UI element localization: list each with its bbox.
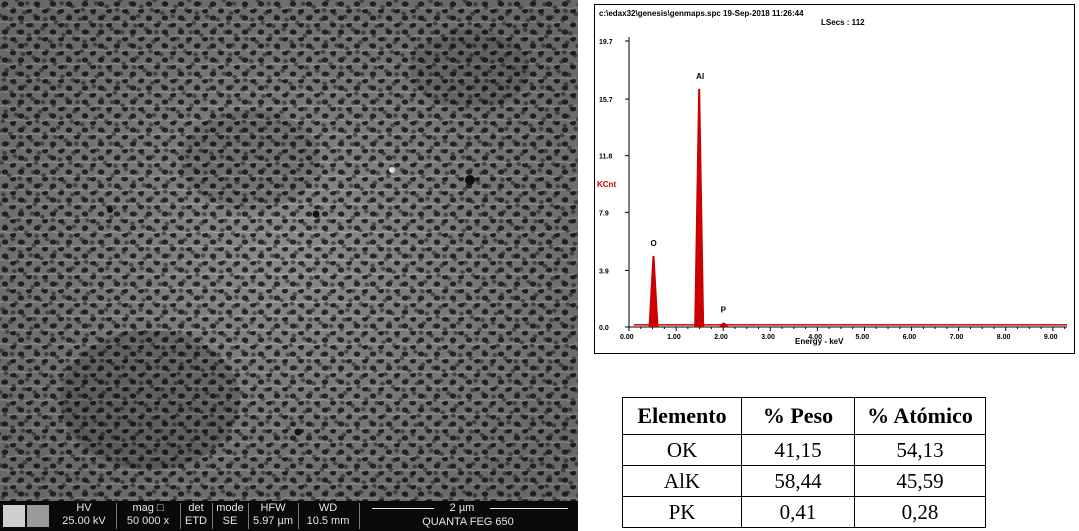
header-atomico: % Atómico xyxy=(854,397,986,435)
instrument-logo-icon xyxy=(27,505,49,527)
header-elemento: Elemento xyxy=(622,397,742,435)
det-field: det ETD xyxy=(185,502,207,527)
mode-field: mode SE xyxy=(216,502,244,527)
scale-bar-label: 2 µm xyxy=(449,502,475,514)
y-tick-label: 11.8 xyxy=(599,154,612,161)
y-axis-label: KCnt xyxy=(597,180,616,189)
instrument-name: QUANTA FEG 650 xyxy=(422,516,514,528)
cell-element: PK xyxy=(622,496,742,528)
spectrum-axes: 0.0 3.9 7.9 11.8 15.7 19.7 0.00 1.00 2.00 3.00 4.0… xyxy=(599,37,1067,341)
composition-table: Elemento % Peso % Atómico OK 41,15 54,13… xyxy=(622,397,986,528)
scale-bar-left xyxy=(372,508,434,509)
x-tick-label: 7.00 xyxy=(950,334,964,341)
divider xyxy=(180,503,181,529)
spectrum-header-line1: c:\edax32\genesis\genmaps.spc 19-Sep-201… xyxy=(599,9,804,18)
peak-al xyxy=(694,88,705,327)
peak-p xyxy=(718,322,729,327)
x-tick-label: 5.00 xyxy=(855,334,869,341)
divider xyxy=(116,503,117,529)
wd-field: WD 10.5 mm xyxy=(306,502,350,527)
table-row: OK 41,15 54,13 xyxy=(622,434,986,466)
cell-weight: 41,15 xyxy=(741,434,855,466)
x-tick-label: 4.00 xyxy=(808,334,822,341)
y-tick-label: 7.9 xyxy=(599,210,609,217)
x-tick-label: 3.00 xyxy=(761,334,775,341)
divider xyxy=(248,503,249,529)
cell-atomic: 45,59 xyxy=(854,465,986,497)
cell-weight: 0,41 xyxy=(741,496,855,528)
divider xyxy=(359,503,360,529)
y-tick-label: 15.7 xyxy=(599,97,613,104)
x-tick-label: 9.00 xyxy=(1044,334,1058,341)
table-row: PK 0,41 0,28 xyxy=(622,496,986,528)
hfw-field: HFW 5.97 µm xyxy=(253,502,293,527)
peak-label-o: O xyxy=(650,239,656,248)
x-tick-label: 1.00 xyxy=(667,334,681,341)
cell-element: AlK xyxy=(622,465,742,497)
cell-atomic: 54,13 xyxy=(854,434,986,466)
divider xyxy=(212,503,213,529)
y-tick-label: 0.0 xyxy=(599,325,609,332)
header-peso: % Peso xyxy=(741,397,855,435)
cell-element: OK xyxy=(622,434,742,466)
x-tick-label: 0.00 xyxy=(620,334,634,341)
x-tick-label: 6.00 xyxy=(903,334,917,341)
mag-field: mag □ 50 000 x xyxy=(126,502,170,527)
hv-field: HV 25.00 kV xyxy=(62,502,106,527)
divider xyxy=(298,503,299,529)
y-tick-label: 3.9 xyxy=(599,268,609,275)
cell-weight: 58,44 xyxy=(741,465,855,497)
fei-logo-icon xyxy=(3,505,25,527)
table-header-row: Elemento % Peso % Atómico xyxy=(622,397,986,435)
y-tick-label: 19.7 xyxy=(599,39,613,46)
cell-atomic: 0,28 xyxy=(854,496,986,528)
sem-databar: HV 25.00 kV mag □ 50 000 x det ETD mode … xyxy=(0,501,578,531)
x-axis-label: Energy - keV xyxy=(795,337,844,346)
spectrum-header-line2: LSecs : 112 xyxy=(821,18,865,27)
peak-o xyxy=(648,255,659,327)
spectrum-plot: c:\edax32\genesis\genmaps.spc 19-Sep-201… xyxy=(597,9,1067,346)
peak-label-p: P xyxy=(721,306,727,315)
peak-labels: O Al P xyxy=(650,72,726,315)
scale-bar-right xyxy=(490,508,568,509)
sem-micrograph: HV 25.00 kV mag □ 50 000 x det ETD mode … xyxy=(0,0,578,531)
table-row: AlK 58,44 45,59 xyxy=(622,465,986,497)
porous-surface-image xyxy=(0,0,578,501)
peak-label-al: Al xyxy=(696,72,704,81)
x-tick-label: 2.00 xyxy=(714,334,728,341)
x-tick-label: 8.00 xyxy=(997,334,1011,341)
eds-spectrum: c:\edax32\genesis\genmaps.spc 19-Sep-201… xyxy=(594,4,1075,354)
spectrum-trace xyxy=(633,88,1067,327)
